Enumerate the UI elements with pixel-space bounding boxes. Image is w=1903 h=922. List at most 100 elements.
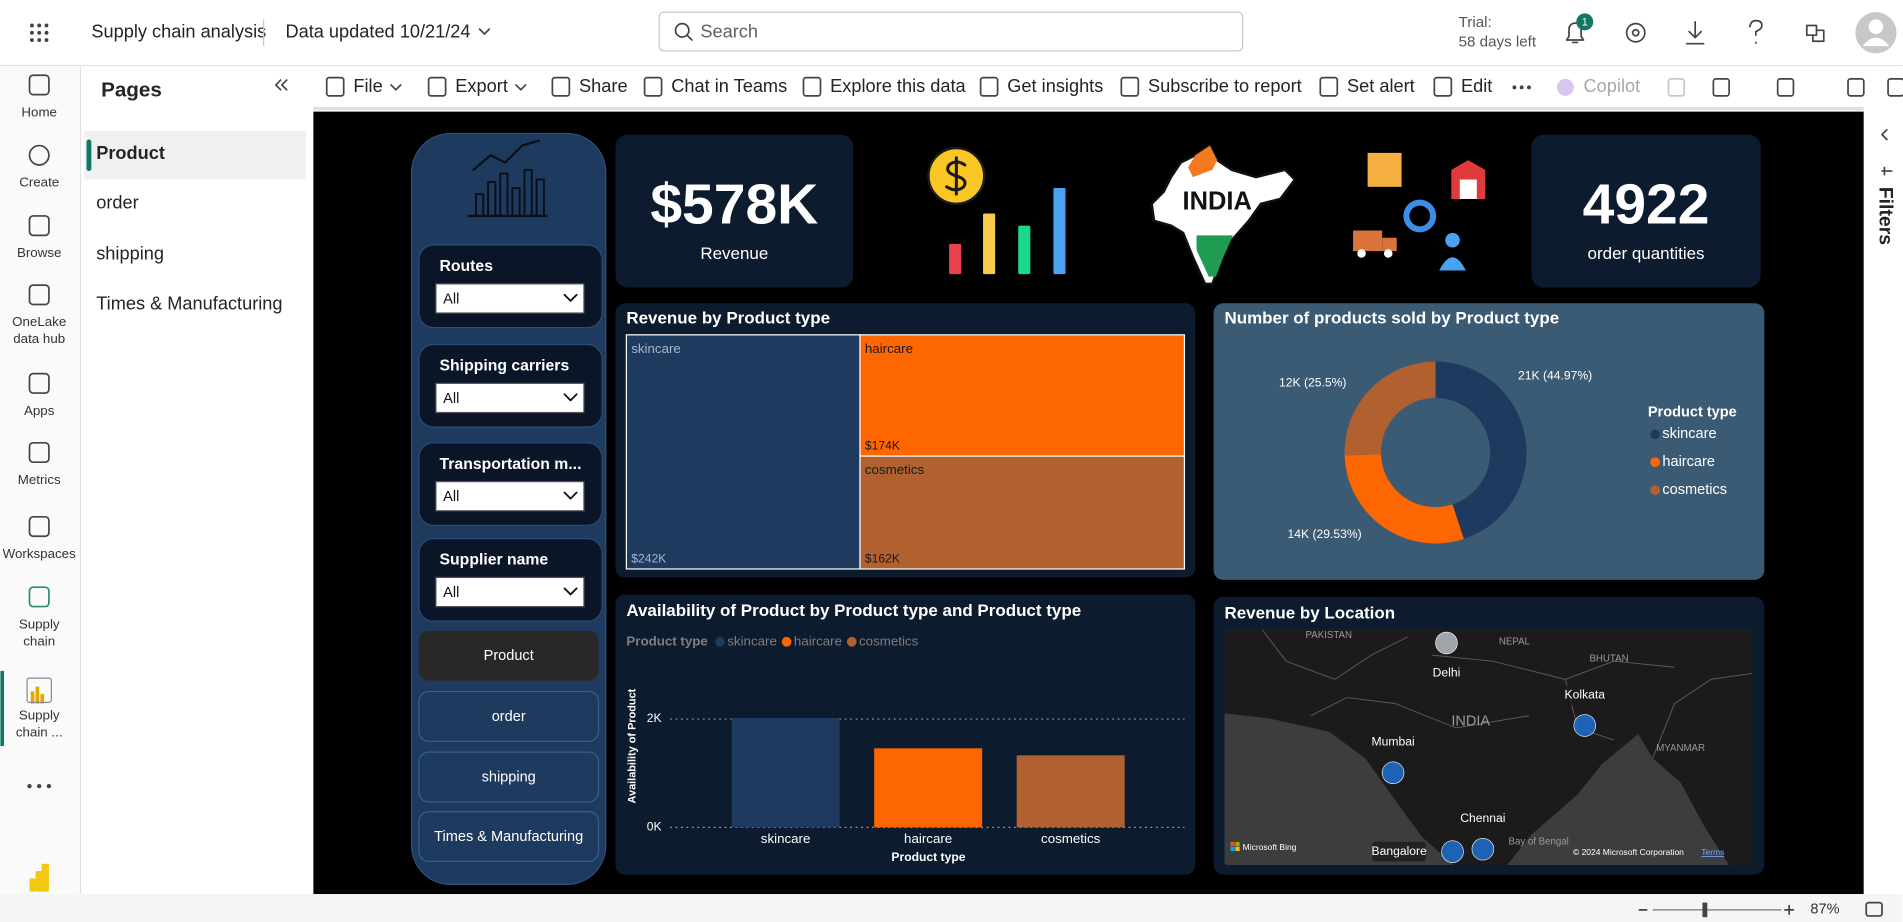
zoom-in[interactable] (1784, 904, 1795, 915)
donut-slice[interactable] (1344, 454, 1464, 544)
nav-button[interactable] (418, 630, 599, 681)
legend-label[interactable]: cosmetics (859, 633, 919, 648)
treemap-tile[interactable] (859, 455, 1186, 570)
bar[interactable] (1016, 755, 1125, 828)
slicer-value[interactable]: All (443, 585, 459, 601)
nav-label[interactable]: chain ... (16, 724, 63, 739)
page-item[interactable]: Product (96, 143, 165, 163)
more-dot[interactable] (1527, 85, 1531, 90)
bell-icon[interactable] (1565, 22, 1585, 44)
map-bubble[interactable] (1471, 837, 1495, 861)
toolbar-item[interactable]: Edit (1461, 76, 1492, 96)
app-launcher-dot[interactable] (44, 38, 49, 42)
chevron-icon[interactable] (390, 84, 402, 91)
toolbar-icon[interactable] (1712, 78, 1730, 97)
slicer-value[interactable]: All (443, 489, 459, 505)
toolbar-icon[interactable] (1887, 78, 1903, 97)
nav-label[interactable]: Supply (19, 707, 60, 722)
settings-icon[interactable] (1625, 22, 1646, 43)
toolbar-item[interactable]: Share (579, 76, 628, 96)
search-placeholder[interactable]: Search (700, 22, 758, 42)
app-title[interactable]: Supply chain analysis (91, 22, 266, 42)
map-bubble[interactable] (1573, 714, 1596, 737)
legend-label[interactable]: skincare (727, 633, 777, 648)
nav-label[interactable]: Workspaces (3, 546, 76, 561)
bar[interactable] (874, 748, 983, 828)
legend-label[interactable]: skincare (1662, 426, 1716, 442)
bar[interactable] (731, 717, 840, 828)
toolbar-item[interactable]: Chat in Teams (671, 76, 787, 96)
nav-button-label[interactable]: Times & Manufacturing (434, 829, 583, 845)
toolbar-icon[interactable] (1667, 78, 1686, 97)
toolbar-item[interactable]: Explore this data (830, 76, 966, 96)
nav-icon[interactable] (28, 441, 50, 464)
fit-page[interactable] (1865, 901, 1883, 917)
share-icon[interactable] (1805, 24, 1825, 43)
slicer-dropdown[interactable] (435, 382, 585, 414)
page-selected[interactable] (84, 131, 307, 180)
map[interactable]: PAKISTAN NEPAL BHUTAN INDIA MYANMAR Bay of Be… (1224, 629, 1753, 865)
slicer-dropdown[interactable] (435, 576, 585, 608)
nav-button-label[interactable]: shipping (482, 769, 536, 785)
chevron-icon[interactable] (515, 84, 527, 91)
page-item[interactable]: shipping (96, 244, 164, 264)
app-launcher-dot[interactable] (44, 23, 49, 28)
donut-slice[interactable] (1344, 361, 1436, 456)
legend-label[interactable]: haircare (1662, 454, 1715, 470)
chevron-icon[interactable] (478, 28, 491, 35)
nav-label[interactable]: data hub (13, 331, 65, 346)
toolbar-icon[interactable] (1776, 78, 1795, 97)
nav-label[interactable]: Metrics (18, 472, 61, 487)
slicer-dropdown[interactable] (435, 481, 585, 512)
treemap-tile[interactable] (625, 334, 861, 570)
help-icon[interactable] (1748, 19, 1763, 44)
nav-icon[interactable] (28, 144, 50, 166)
app-launcher-dot[interactable] (37, 30, 42, 35)
map-bubble[interactable] (1435, 631, 1458, 655)
report-icon-bar[interactable] (40, 693, 45, 704)
nav-label[interactable]: Create (19, 175, 59, 190)
toolbar-item[interactable]: Get insights (1007, 76, 1103, 96)
slicer-dropdown[interactable] (435, 283, 585, 314)
toolbar-item[interactable]: Export (455, 76, 508, 96)
slicer-value[interactable]: All (443, 291, 459, 307)
nav-button[interactable] (418, 751, 600, 803)
app-launcher-dot[interactable] (44, 30, 49, 35)
zoom-thumb[interactable] (1702, 902, 1708, 918)
more-dot[interactable] (46, 783, 52, 789)
download-icon[interactable] (1685, 20, 1705, 45)
more-dot[interactable] (1512, 85, 1517, 90)
search-box[interactable] (658, 11, 1244, 52)
report-icon-bar[interactable] (35, 686, 40, 704)
app-launcher-dot[interactable] (29, 23, 34, 28)
nav-label[interactable]: Supply (19, 616, 60, 631)
data-updated[interactable]: Data updated 10/21/24 (285, 22, 470, 42)
toolbar-item[interactable]: Subscribe to report (1148, 76, 1302, 96)
nav-icon[interactable] (28, 74, 50, 96)
toolbar-item[interactable]: Copilot (1584, 76, 1641, 96)
nav-button[interactable] (418, 810, 600, 862)
more-dot[interactable] (27, 783, 32, 789)
nav-button-label[interactable]: order (492, 709, 526, 725)
legend-label[interactable]: haircare (794, 633, 842, 648)
app-launcher-dot[interactable] (37, 23, 42, 28)
map-bubble[interactable] (1381, 761, 1405, 785)
nav-icon[interactable] (28, 586, 50, 608)
nav-label[interactable]: chain (23, 633, 55, 648)
slicer-value[interactable]: All (443, 391, 459, 407)
nav-label[interactable]: Apps (24, 403, 55, 418)
nav-icon[interactable] (28, 372, 50, 394)
map-bubble[interactable] (1441, 840, 1464, 863)
nav-icon[interactable] (28, 215, 50, 237)
more-dot[interactable] (1519, 85, 1524, 90)
nav-icon[interactable] (28, 515, 50, 538)
nav-button[interactable] (418, 690, 600, 742)
legend-label[interactable]: cosmetics (1662, 482, 1727, 498)
expand-icon[interactable] (1881, 128, 1888, 141)
toolbar-item[interactable]: Set alert (1347, 76, 1415, 96)
page-item[interactable]: Times & Manufacturing (96, 293, 282, 313)
nav-label[interactable]: OneLake (12, 314, 66, 329)
toolbar-icon[interactable] (1847, 78, 1865, 97)
app-launcher-dot[interactable] (29, 38, 34, 42)
nav-button-label[interactable]: Product (484, 648, 534, 664)
